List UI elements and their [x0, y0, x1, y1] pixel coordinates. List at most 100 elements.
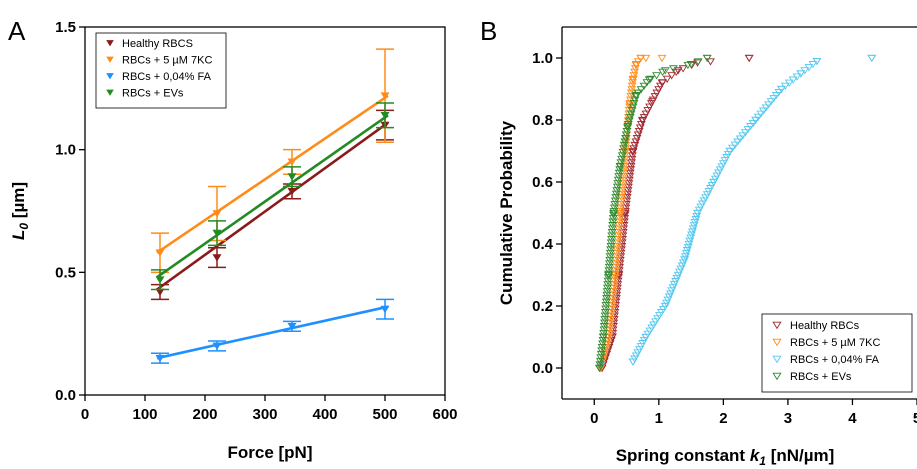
panel-b-point: [607, 302, 617, 310]
panel-a-fit-line: [156, 94, 389, 254]
panel-b-x-tick-label: 2: [719, 410, 727, 427]
panel-b-point: [608, 222, 618, 230]
panel-b-point: [660, 302, 670, 311]
panel-a-x-tick-label: 500: [372, 406, 397, 423]
panel-b-point: [771, 92, 781, 100]
panel-b-point: [657, 54, 667, 63]
panel-b-point: [607, 235, 616, 244]
panel-b-point: [620, 138, 630, 146]
panel-b-point: [618, 235, 627, 244]
panel-b-point: [596, 354, 606, 362]
panel-b-point: [604, 270, 613, 279]
panel-b-point: [636, 54, 646, 63]
panel-b-point: [620, 211, 630, 219]
panel-b-point: [641, 333, 651, 342]
panel-b-point: [766, 98, 776, 106]
panel-a-y-tick-label: 0.5: [55, 264, 76, 281]
panel-b-point: [616, 204, 625, 212]
panel-b-point: [756, 110, 766, 118]
panel-a-y-tick-label: 1.0: [55, 142, 76, 159]
panel-b-point: [608, 295, 617, 303]
panel-a-legend-marker: [106, 56, 114, 63]
panel-b-point: [686, 61, 696, 69]
panel-b-legend-label: RBCs + 0,04% FA: [790, 354, 880, 366]
panel-b-y-tick-label: 1.0: [532, 50, 553, 67]
panel-b-point: [595, 357, 605, 366]
panel-b-legend-label: Healthy RBCs: [790, 320, 860, 332]
panel-b-point: [608, 218, 618, 226]
panel-a-x-tick-label: 200: [192, 406, 217, 423]
panel-b-point: [867, 54, 877, 63]
panel-b-point: [614, 229, 623, 237]
panel-b-point: [631, 61, 641, 69]
panel-b-point: [599, 330, 609, 338]
panel-b-point: [595, 361, 605, 369]
panel-a-x-axis-title: Force [pN]: [228, 443, 313, 462]
panel-b-point: [612, 183, 622, 191]
panel-a-y-tick-label: 0.0: [55, 387, 76, 404]
panel-b-point: [609, 284, 618, 292]
panel-a-point: [155, 276, 165, 284]
panel-b-legend-box: [761, 313, 913, 393]
panel-b-point: [606, 246, 615, 254]
panel-a-point: [212, 342, 222, 350]
panel-b-point: [619, 145, 628, 153]
panel-b-point: [682, 247, 692, 255]
panel-b-point: [622, 194, 632, 202]
panel-b-point: [611, 194, 621, 202]
panel-b-point: [611, 256, 621, 265]
panel-b-y-tick-label: 0.2: [532, 298, 553, 315]
panel-b-point: [688, 225, 698, 233]
panel-b-point: [607, 305, 616, 313]
panel-b-x-tick-label: 4: [848, 410, 857, 427]
panel-a-legend-label: RBCs + 5 µM 7KC: [122, 55, 212, 67]
panel-b-point: [619, 218, 629, 226]
panel-b-point: [626, 110, 636, 118]
panel-b-point: [606, 312, 616, 320]
panel-a-x-tick-label: 600: [432, 406, 457, 423]
panel-b-point: [668, 65, 678, 73]
panel-b-point: [609, 281, 619, 289]
panel-a-legend: Healthy RBCS RBCs + 5 µM 7KC RBCs + 0,04% …: [95, 32, 227, 109]
panel-b-point: [772, 355, 782, 364]
panel-b-point: [788, 76, 798, 84]
panel-b-point: [621, 204, 631, 212]
panel-b-point: [610, 201, 620, 209]
panel-b-point: [606, 309, 616, 317]
panel-b-legend-label: RBCs + 5 µM 7KC: [790, 337, 880, 349]
panel-b-point: [605, 323, 614, 331]
panel-b-point: [627, 107, 637, 115]
panel-b-point: [608, 288, 618, 296]
panel-b-point: [684, 240, 694, 249]
panel-b-point: [652, 72, 661, 80]
panel-b-point: [628, 79, 638, 87]
panel-b-point: [751, 116, 761, 125]
panel-b-point: [628, 76, 638, 84]
panel-b-point: [744, 54, 754, 63]
panel-b-point: [619, 169, 628, 178]
panel-b-point: [601, 298, 611, 306]
panel-a-series: [151, 109, 394, 301]
panel-b-point: [602, 291, 612, 299]
panel-b-point: [604, 271, 613, 280]
panel-a-x-tick-label: 100: [132, 406, 157, 423]
panel-b-point: [600, 316, 610, 324]
panel-b-point: [604, 263, 614, 272]
panel-b-point: [595, 364, 604, 373]
panel-b-point: [692, 212, 702, 221]
panel-b-point: [784, 79, 794, 87]
panel-a-point: [287, 158, 297, 166]
panel-b-point: [758, 107, 768, 115]
panel-b-point: [607, 232, 617, 240]
panel-b-point: [605, 260, 614, 268]
panel-b-point: [627, 82, 637, 90]
panel-b-point: [629, 100, 639, 108]
panel-b-letter: B: [480, 16, 497, 46]
panel-b-point: [615, 163, 625, 171]
panel-b-point: [628, 103, 638, 111]
panel-b-point: [611, 190, 621, 198]
panel-b-point: [617, 152, 627, 160]
panel-b-point: [609, 204, 619, 212]
panel-a-point: [212, 210, 222, 218]
